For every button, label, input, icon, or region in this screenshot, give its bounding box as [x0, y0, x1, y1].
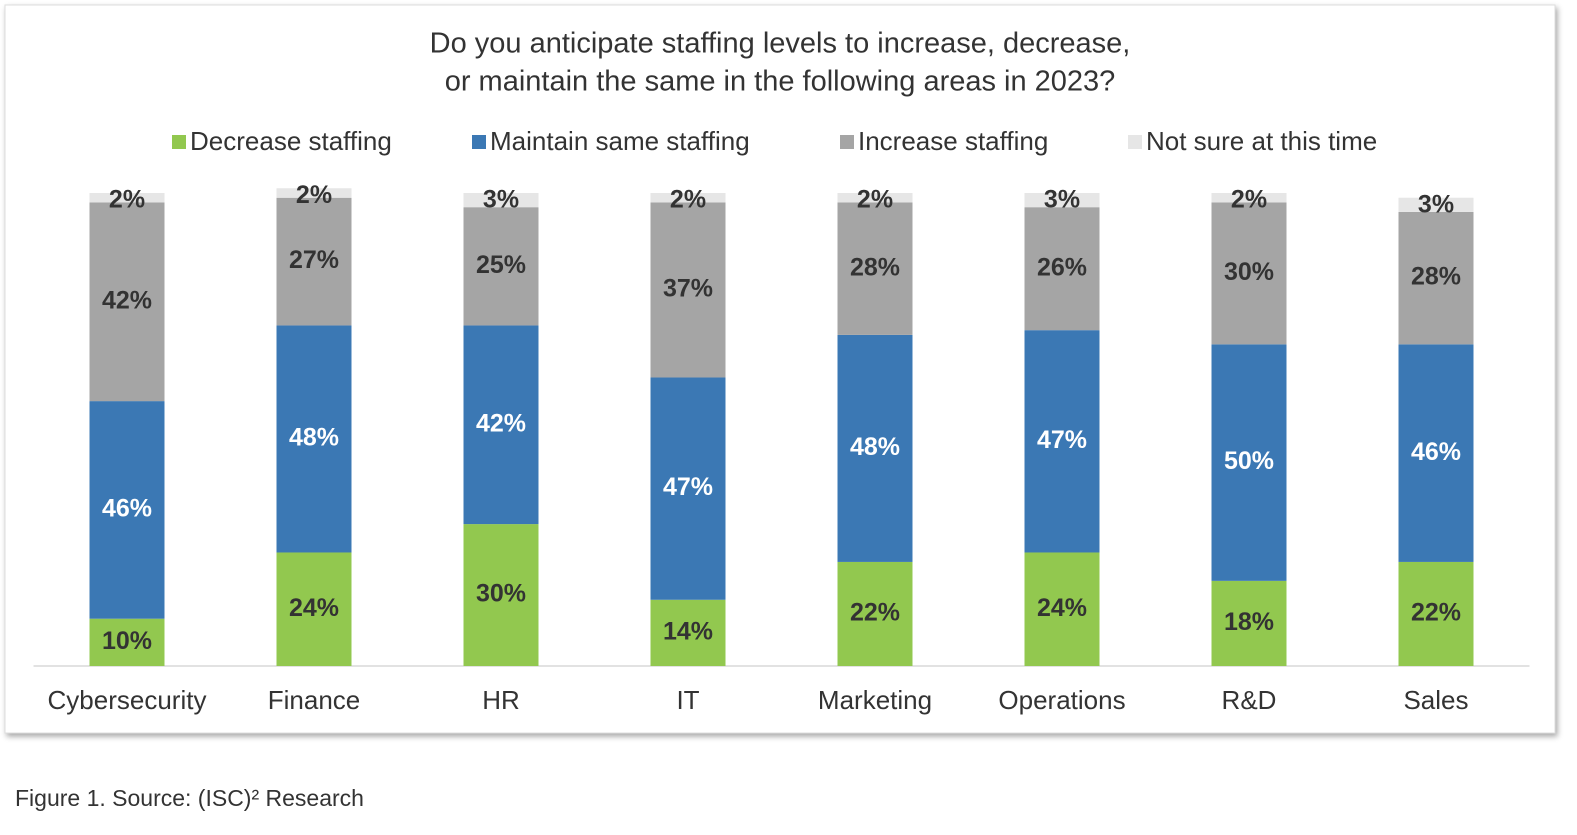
x-tick-label: IT — [676, 685, 699, 715]
chart-frame — [4, 4, 1556, 734]
x-tick-label: R&D — [1222, 685, 1277, 715]
bar-segment — [1024, 193, 1100, 208]
bar-segment — [1024, 207, 1100, 331]
data-label: 2% — [296, 181, 332, 209]
data-label: 48% — [289, 424, 339, 452]
bar-segment — [650, 599, 726, 666]
bar-segment — [276, 197, 352, 326]
data-label: 22% — [1411, 599, 1461, 627]
bar-segment — [837, 334, 913, 562]
bar-segment — [463, 524, 539, 666]
data-label: 22% — [850, 599, 900, 627]
data-label: 30% — [1224, 258, 1274, 286]
data-label: 25% — [476, 251, 526, 279]
bar-segment — [1024, 552, 1100, 666]
x-tick-label: Finance — [268, 685, 361, 715]
legend-label: Increase staffing — [858, 126, 1048, 156]
bar-segment — [1024, 330, 1100, 553]
x-tick-label: Cybersecurity — [48, 685, 207, 715]
bar-segment — [1398, 211, 1474, 345]
bar-segment — [650, 377, 726, 600]
bar-segment — [1398, 561, 1474, 666]
chart-title: or maintain the same in the following ar… — [445, 66, 1116, 98]
data-label: 2% — [670, 186, 706, 214]
bar-segment — [276, 188, 352, 198]
x-tick-label: Sales — [1403, 685, 1468, 715]
bar-segment — [650, 202, 726, 378]
data-label: 46% — [102, 495, 152, 523]
data-label: 2% — [109, 186, 145, 214]
legend-swatch — [840, 135, 854, 149]
bar-segment — [837, 202, 913, 335]
data-label: 37% — [663, 275, 713, 303]
data-label: 2% — [857, 186, 893, 214]
data-label: 48% — [850, 433, 900, 461]
bar-segment — [837, 193, 913, 203]
bar-segment — [1398, 344, 1474, 562]
bar-segment — [89, 193, 165, 203]
bar-segment — [1211, 193, 1287, 203]
bar-segment — [463, 193, 539, 208]
data-label: 3% — [1044, 186, 1080, 214]
data-label: 10% — [102, 627, 152, 655]
bar-segment — [89, 202, 165, 402]
bar-segment — [1398, 197, 1474, 212]
x-tick-label: Operations — [998, 685, 1125, 715]
bar-segment — [89, 401, 165, 619]
x-tick-label: Marketing — [818, 685, 932, 715]
data-label: 27% — [289, 246, 339, 274]
legend-swatch — [1128, 135, 1142, 149]
data-label: 46% — [1411, 438, 1461, 466]
data-label: 18% — [1224, 608, 1274, 636]
data-label: 50% — [1224, 447, 1274, 475]
bar-segment — [463, 325, 539, 525]
data-label: 3% — [1418, 190, 1454, 218]
data-label: 42% — [476, 409, 526, 437]
data-label: 2% — [1231, 186, 1267, 214]
data-label: 47% — [1037, 426, 1087, 454]
data-label: 3% — [483, 186, 519, 214]
legend-swatch — [472, 135, 486, 149]
data-label: 28% — [850, 253, 900, 281]
chart-title: Do you anticipate staffing levels to inc… — [430, 28, 1131, 60]
data-label: 47% — [663, 473, 713, 501]
data-label: 42% — [102, 286, 152, 314]
data-label: 14% — [663, 617, 713, 645]
bar-segment — [276, 325, 352, 553]
x-tick-label: HR — [482, 685, 520, 715]
bar-segment — [89, 618, 165, 666]
bar-segment — [463, 207, 539, 326]
bar-segment — [276, 552, 352, 666]
legend-swatch — [172, 135, 186, 149]
legend-label: Decrease staffing — [190, 126, 392, 156]
bar-segment — [1211, 344, 1287, 581]
bar-segment — [1211, 202, 1287, 345]
data-label: 26% — [1037, 253, 1087, 281]
data-label: 24% — [289, 594, 339, 622]
data-label: 28% — [1411, 263, 1461, 291]
caption: Figure 1. Source: (ISC)² Research — [15, 785, 364, 811]
data-label: 24% — [1037, 594, 1087, 622]
data-label: 30% — [476, 580, 526, 608]
bar-segment — [650, 193, 726, 203]
bar-segment — [837, 561, 913, 666]
bar-segment — [1211, 580, 1287, 666]
legend-label: Not sure at this time — [1146, 126, 1377, 156]
legend-label: Maintain same staffing — [490, 126, 750, 156]
